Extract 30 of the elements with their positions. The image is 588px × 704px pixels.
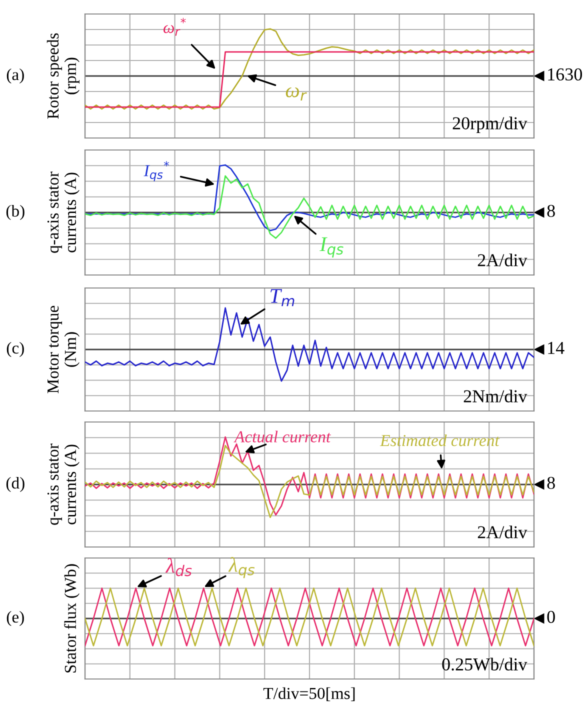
y-axis-title: Stator flux (Wb) [64, 564, 80, 672]
series-label: λ$_{qs}$ [228, 557, 255, 578]
text: 8 [547, 204, 555, 218]
text: 1630 [548, 68, 582, 81]
text: (a) [6, 68, 24, 84]
text: 2Nm/div [464, 390, 528, 402]
text: ω$_{r}$$^{*}$ [164, 18, 186, 36]
y-axis-title: q-axis stator currents (A) [47, 444, 80, 525]
text: 2A/div [478, 254, 528, 266]
text: 0.25Wb/div [442, 658, 528, 671]
text: (b) [6, 204, 24, 220]
text: 14 [548, 342, 564, 354]
text: 8 [547, 476, 555, 490]
series-label: T$_{m}$ [270, 289, 294, 306]
y-axis-title: Motor torque (Nm) [48, 306, 80, 394]
text: 20rpm/div [452, 116, 528, 134]
text: 2A/div [478, 526, 528, 538]
text: (d) [6, 476, 24, 492]
series-label: λ$_{ds}$ [165, 558, 192, 576]
series-label: ω$_{r}$ [286, 87, 307, 101]
series-label: I$_{qs}$ [320, 237, 344, 258]
text: (c) [6, 342, 24, 358]
text: (e) [6, 610, 24, 626]
y-axis-title: Rotor speeds (rpm) [46, 33, 80, 119]
x-axis-title: T/div=50[ms] [263, 687, 355, 702]
series-label: Estimated current [380, 434, 500, 446]
series-label: Actual current [234, 430, 331, 442]
text: 0 [547, 610, 555, 624]
y-axis-title: q-axis stator currents (A) [47, 172, 80, 253]
series-label: I$_{qs}$$^{*}$ [144, 161, 170, 182]
